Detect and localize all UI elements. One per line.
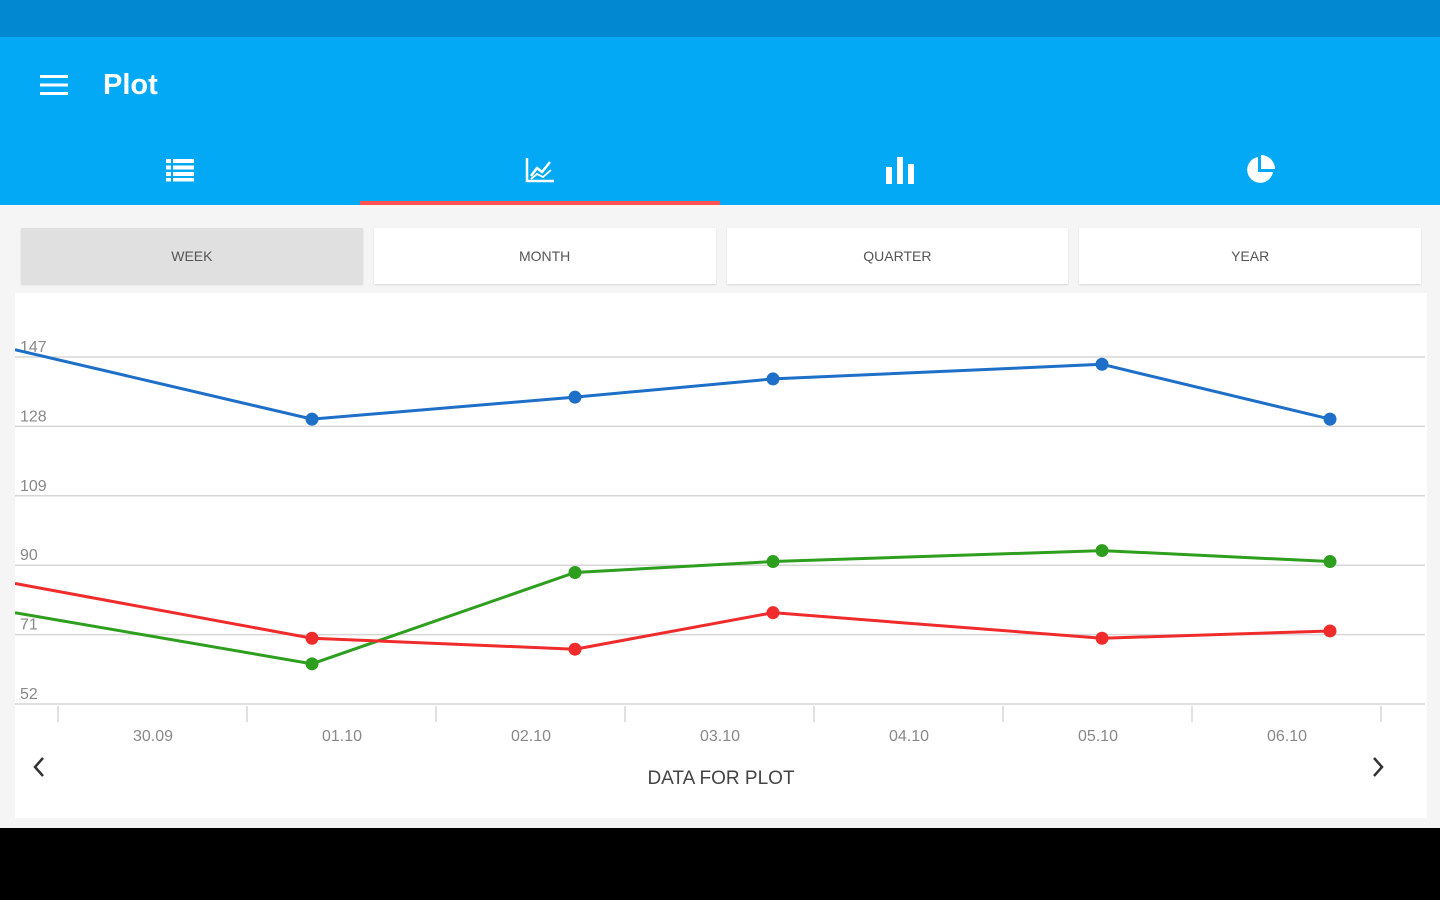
data-point <box>568 390 582 404</box>
content-area: WEEK MONTH QUARTER YEAR 147 128 109 90 71 52 3… <box>0 205 1440 828</box>
tab-pie-chart[interactable] <box>1080 135 1440 205</box>
chevron-left-icon <box>33 757 44 777</box>
chevron-right-icon <box>1373 757 1384 777</box>
page-title: Plot <box>103 69 158 101</box>
data-point <box>1323 555 1337 569</box>
data-point <box>568 642 582 656</box>
x-tick-label: 03.10 <box>700 728 740 743</box>
period-selector: WEEK MONTH QUARTER YEAR <box>21 228 1421 284</box>
data-point <box>305 657 319 671</box>
tab-list[interactable] <box>0 135 360 205</box>
y-tick-label: 71 <box>20 617 38 634</box>
y-tick-label: 90 <box>20 547 38 564</box>
tab-bar-chart[interactable] <box>720 135 1080 205</box>
period-week-button[interactable]: WEEK <box>21 228 363 284</box>
series-line-1 <box>15 549 1331 666</box>
y-tick-label: 109 <box>20 478 47 495</box>
x-tick-label: 01.10 <box>322 728 362 743</box>
period-year-button[interactable]: YEAR <box>1079 228 1421 284</box>
previous-button[interactable] <box>31 755 71 797</box>
app-bar: Plot <box>0 37 1440 135</box>
data-point <box>1323 624 1337 638</box>
data-point <box>1095 357 1109 371</box>
x-tick-label: 06.10 <box>1267 728 1307 743</box>
data-point <box>766 372 780 386</box>
data-point <box>766 606 780 620</box>
period-month-button[interactable]: MONTH <box>373 228 716 284</box>
data-point <box>766 555 780 569</box>
pie-chart-icon <box>1247 155 1275 183</box>
data-point <box>305 412 319 426</box>
series-line-0 <box>15 348 1331 421</box>
status-bar <box>0 0 1440 37</box>
data-point <box>1095 544 1109 558</box>
line-chart-icon <box>525 158 554 183</box>
series-line-2 <box>15 581 1331 651</box>
bar-chart-icon <box>886 157 914 184</box>
tab-bar <box>0 135 1440 205</box>
data-point <box>568 566 582 580</box>
hamburger-menu-icon[interactable] <box>26 59 82 111</box>
data-point <box>305 631 319 645</box>
list-icon <box>166 159 194 182</box>
period-quarter-button[interactable]: QUARTER <box>726 228 1069 284</box>
chart-card: 147 128 109 90 71 52 30.09 01.10 02.10 03.10 04.10… <box>15 293 1427 818</box>
next-button[interactable] <box>1370 755 1410 797</box>
x-tick-label: 04.10 <box>889 728 929 743</box>
data-point <box>1095 631 1109 645</box>
x-tick-label: 02.10 <box>511 728 551 743</box>
y-tick-label: 128 <box>20 408 47 425</box>
data-point <box>1323 412 1337 426</box>
tab-line-chart[interactable] <box>360 135 720 205</box>
x-tick-label: 30.09 <box>133 728 173 743</box>
x-tick-label: 05.10 <box>1078 728 1118 743</box>
y-tick-label: 52 <box>20 686 38 703</box>
chart-footer-label: DATA FOR PLOT <box>647 768 795 789</box>
